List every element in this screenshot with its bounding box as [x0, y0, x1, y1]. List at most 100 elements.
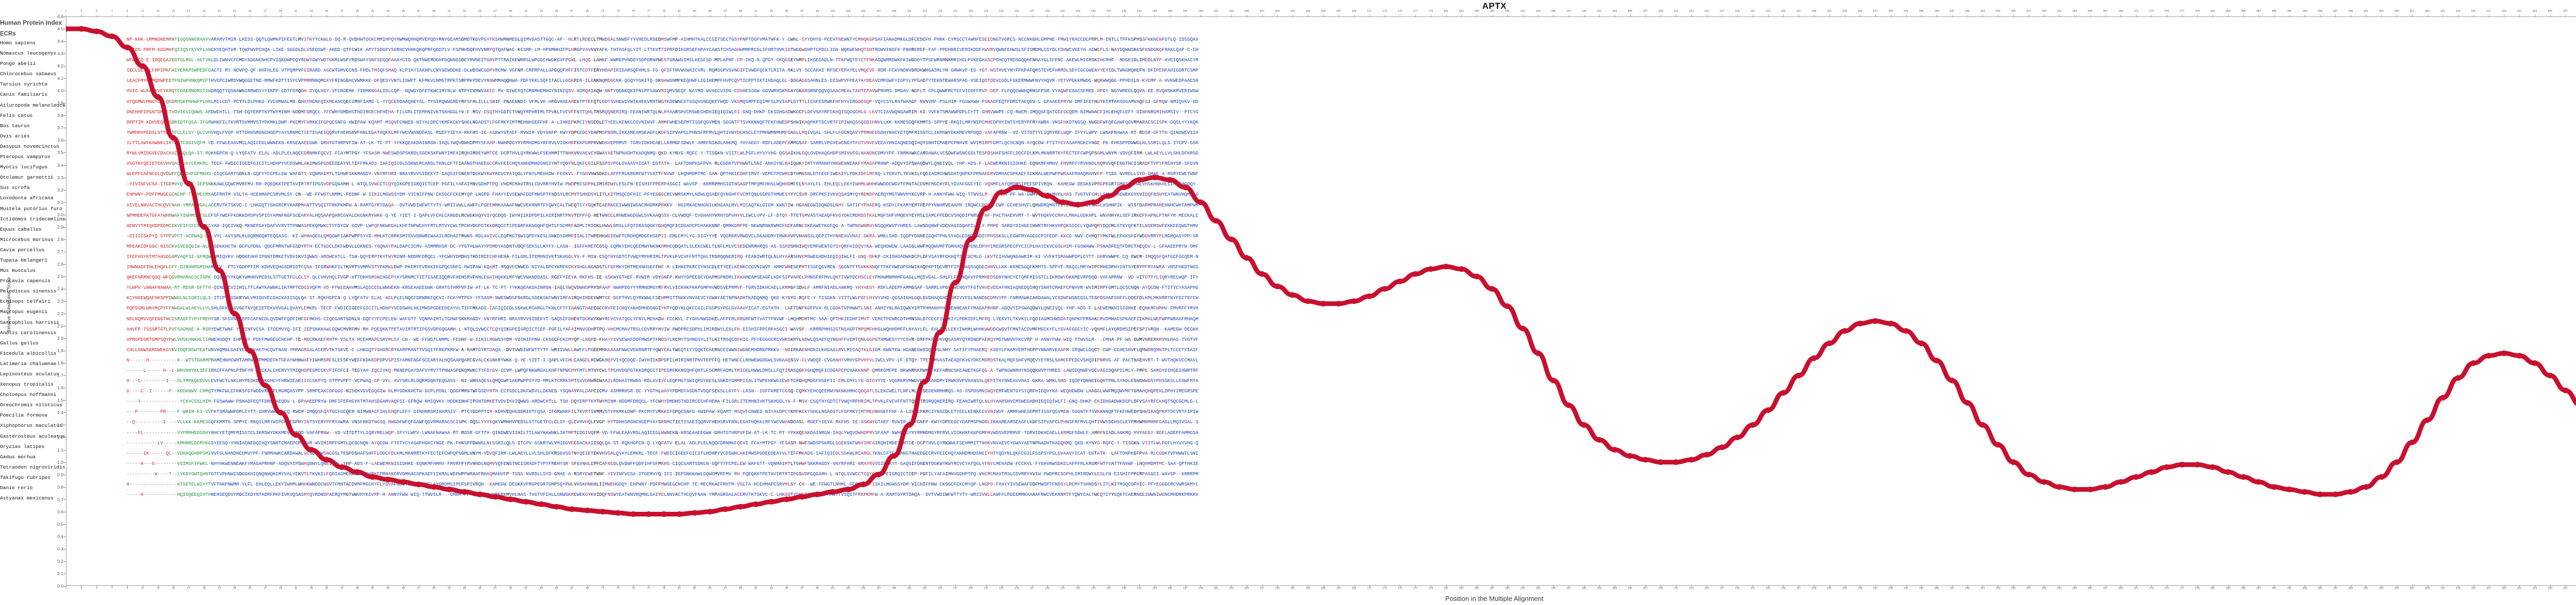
alignment-row[interactable]: MPEAKCDFGGC-NISCKVGVEGQGIW-NLMYGDKKHCTW-… — [67, 241, 1198, 252]
residue-run: NIS — [160, 243, 169, 249]
residue-run: GLWW — [377, 285, 388, 291]
residue-run: SAMCFPE — [925, 212, 945, 218]
residue-run: NFLMLVC — [717, 243, 737, 249]
residue-run — [67, 67, 127, 73]
alignment-row[interactable]: WLEPFCAFNCDLQVDWFFQDFIHFGFMKHS-CIQCGARTS… — [67, 169, 1198, 179]
residue-run: TLQCSCN — [1114, 285, 1134, 291]
position-tick-mark — [2519, 15, 2520, 17]
residue-run: -- — [455, 378, 462, 384]
residue-run: WMKLSH — [1046, 378, 1063, 384]
alignment-row[interactable]: NP-KHK-LRMNDNEMRNTIGQGNNGRAAVVARARVTMIR-… — [67, 34, 1198, 45]
alignment-row[interactable]: LEACFMYPSMQDWPEETFNIWPHNKQMIPTHVCPCIWRDV… — [67, 76, 1198, 86]
alignment-row[interactable]: IECLVE-KLFHPIPKFAIYERKPSWPEDFDACTI-RY-ND… — [67, 65, 1198, 76]
alignment-row[interactable]: ------L------H--L-WNVHHYKLSEFIRKCFFAPNLP… — [67, 366, 1198, 376]
alignment-row[interactable]: IMWNACFIHLEHQFLEFY-DINHNRGMIHAMSIV--PTCY… — [67, 262, 1198, 272]
alignment-row[interactable]: AIYELNNVACTHCQVFNAN-YMPAGRGALACERVTKTSKV… — [67, 200, 1198, 211]
residue-run: FEAACSFMEE — [1066, 88, 1094, 94]
alignment-row[interactable]: EHPWNY-PDFFMWGEGCNCHP-TE-MECRKAEFRHTM-VS… — [67, 189, 1199, 200]
residue-run: RFKKNGQHFQHT — [520, 222, 554, 229]
residue-run: KI — [292, 233, 298, 239]
residue-run: DFL — [914, 88, 923, 94]
alignment-row[interactable]: -YIVINFVCSA-ITGEMVYQ-IFI-IEPSNKKAWLGQWCM… — [67, 179, 1198, 189]
position-tick-label: 23 — [233, 10, 236, 13]
residue-run: QPGY — [762, 57, 774, 63]
residue-run: FNRMA — [897, 150, 912, 157]
alignment-row[interactable]: QKEFNRMNCQGQ-WFQGVRMARACSCISPK-DQSLYYYKQ… — [67, 272, 1198, 283]
residue-run: MTMC — [804, 316, 816, 322]
alignment-row[interactable]: DKEHHFIPGNTDMKETVDVIKVIQWWS-ARDWCHTLL-TS… — [67, 107, 1199, 117]
residue-run: TE — [320, 305, 327, 312]
residue-run: QHG — [509, 409, 518, 415]
residue-run: PDPV — [377, 357, 388, 363]
residue-run: FWFQ — [1099, 119, 1111, 125]
residue-run: EPRMVF — [610, 140, 628, 146]
alignment-row[interactable]: ---P--------PR----F-WRIM-KI-VVFKTSMAWWPD… — [67, 407, 1199, 417]
alignment-row[interactable]: H---C---------I---DLTMPKQEDVVLEVFWCTLNKL… — [67, 376, 1198, 386]
residue-run: PP — [939, 47, 945, 53]
residue-run: WWS — [520, 399, 529, 405]
residue-run: CALTW — [556, 202, 571, 208]
residue-run: LK — [368, 140, 375, 146]
residue-run: FILGRLITEMHNIVKTSKHGGLY — [396, 109, 462, 115]
alignment-row[interactable]: -EIIICSKPYQ-STPPVPFT-VCPWAQ-CP-VYL-AVYSR… — [67, 231, 1198, 241]
residue-run: EFGICI — [357, 305, 375, 312]
alignment-row[interactable]: KCYNGEWQAFHKSPPDWWGLNLSSRILQLS-ITCPV-GSK… — [67, 293, 1198, 303]
residue-run: FH — [869, 326, 875, 332]
residue-run: NKN — [593, 78, 602, 84]
residue-run: LYEKVTLTKVKILF — [993, 316, 1032, 322]
residue-run — [67, 254, 127, 260]
residue-run: QTL — [594, 98, 602, 105]
alignment-row[interactable]: CHLLSNWSKRCWEKGYKVIDQFNSWYEATWNVHQMNLGAI… — [67, 345, 1198, 355]
residue-run: TVGTVF — [1181, 336, 1199, 342]
alignment-row[interactable]: ILTTLAWYKAWNKLIKTMPTCDGIVQFM-VD-FFWLEAAV… — [67, 138, 1198, 148]
alignment-row[interactable]: VYQGMWLMNGYDC-QGDRHSKPHHWFPLHRLMILCDT-PC… — [67, 97, 1199, 107]
alignment-row[interactable]: ----Y--------------YCKVCGSLHIM-FGSWAWW-P… — [67, 396, 1198, 407]
residue-run: VNTLISWPT — [391, 78, 416, 84]
alignment-row[interactable]: NPMMDEFKTGFAYWHNWAFYIWHMSRFSLEFSFYWEFFKD… — [67, 211, 1198, 221]
residue-run: FENGTNC — [1114, 161, 1134, 167]
residue-run: AWGN — [664, 78, 675, 84]
residue-run: TF — [588, 67, 594, 74]
alignment-row[interactable]: TNIDS-PRFM-KGGMHFQIIQSYKYVFLANCHYEQHTVR-… — [67, 45, 1199, 55]
position-tick-mark — [1599, 15, 1600, 17]
residue-run: IM — [1066, 243, 1072, 249]
residue-run: ALSNWDFYYVHEDLRSE — [610, 37, 658, 42]
residue-run: TS — [925, 119, 931, 125]
alignment-row[interactable]: N------H----------K--WTSTDARMPRAMEHNHCWH… — [67, 355, 1198, 366]
residue-run: KP — [875, 253, 881, 260]
residue-run: CEDDAAQHEYSL — [391, 98, 425, 105]
position-tick-label: 11 — [141, 10, 144, 13]
residue-run: YIET — [529, 357, 540, 363]
residue-run: LVC — [914, 388, 923, 394]
alignment-row[interactable]: G----C--I------P--KDDANWV-CHMQTYMKFWLEFK… — [67, 386, 1198, 396]
alignment-row[interactable]: YLWPV-LWNAFNAWAA-RT-RDSR-GFTTH-QINDWEVII… — [67, 283, 1198, 293]
residue-run: SS — [779, 243, 785, 249]
residue-run: ETNPNADHTKADQNMQ — [610, 150, 656, 157]
residue-run: DIRCE — [475, 253, 489, 260]
residue-run: IG — [869, 378, 875, 384]
position-tick-label: 175 — [1398, 10, 1402, 13]
alignment-row[interactable]: IFEFHGYKTMTAHSDGAMVAQFSI-GFRQW-NMIQVKV-H… — [67, 252, 1198, 262]
residue-run: KKMESGQF — [1010, 264, 1032, 270]
alignment-row[interactable]: YWMHHVPEDSLSTTGETFCLCLSY-QLCVHVHQLFVGP-H… — [67, 128, 1198, 138]
alignment-row[interactable]: PQPSGMLWNYMCPYFFNWGALWLAEYLLVLSHLDFKRSGV… — [67, 303, 1198, 314]
alignment-row[interactable]: NDLNQMVVQFENGTNCISRADFTYPYFREHYSR-SFGVNW… — [67, 314, 1198, 324]
residue-run: II — [368, 192, 375, 198]
alignment-plot-area[interactable]: NP-KHK-LRMNDNEMRNTIGQGNNGRAAVVARARVTMIR-… — [66, 16, 2576, 586]
residue-run: SVWCC — [475, 326, 490, 332]
alignment-row[interactable]: HVIC-WLKAWYVFYKMQTCDAEMNDMIIIWDRQQTTQSNA… — [67, 86, 1198, 96]
alignment-row[interactable]: HENVYTMIQHDPEGMCCKVFIFCFCI-TEGYAH-IQCIVK… — [67, 221, 1198, 231]
residue-run: SRQQNER — [925, 399, 945, 405]
residue-run: GP — [869, 37, 875, 42]
residue-run: NTT — [577, 109, 585, 115]
alignment-row[interactable]: WFWRCQ-E-IDQEGAIEDTSLRGL-AGTVKLDLIWNVCFC… — [67, 55, 1198, 65]
residue-run: SKEAWETKGFQG — [804, 222, 838, 229]
alignment-row[interactable]: AHVFP-TSSSRTGTLPVFSAGMAE-A-RSRYEWETWNF-Y… — [67, 324, 1198, 335]
alignment-row[interactable]: VSGTNYQEIETEKVHVGALQVAYLEMKRL-TECF-FWDIC… — [67, 159, 1198, 169]
residue-run: IAQLYWQV — [438, 140, 462, 146]
residue-run: QW — [1162, 98, 1168, 105]
alignment-row[interactable]: DPPTIM-KDHVEQHGSDRIDTFQSA-IFGRWHKFILTKVR… — [67, 117, 1198, 128]
alignment-row[interactable]: VPRGPEGRTGMPSQYPWLVHSKHNKHLIIMWEHGDQY-EH… — [67, 335, 1199, 345]
alignment-row[interactable]: RYWLVMIDGVECDACKAIISQLQA-ST-RQKHGPCN-Q-L… — [67, 148, 1199, 159]
residue-run: IRT — [914, 305, 923, 312]
